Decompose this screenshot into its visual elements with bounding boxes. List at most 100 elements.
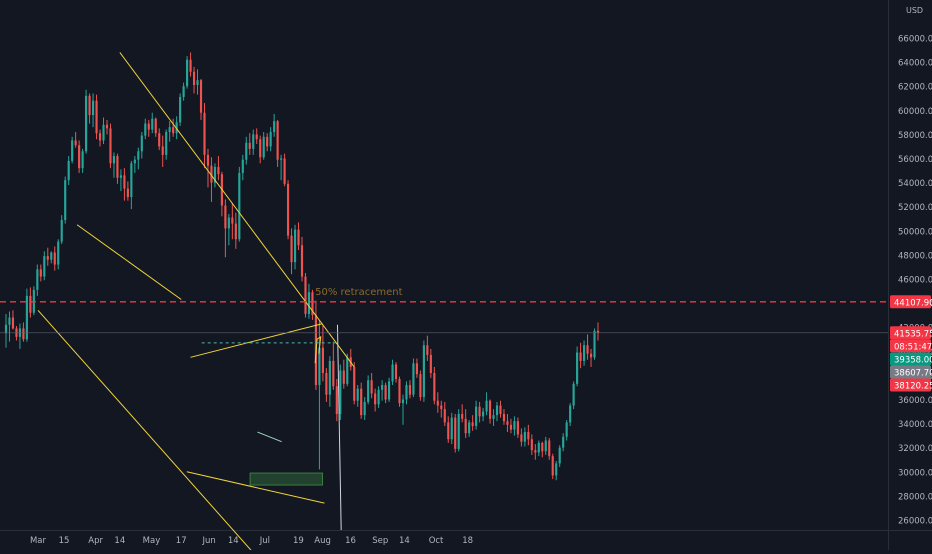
trend-lines[interactable] [37, 52, 355, 554]
demand-zone-box [249, 472, 323, 486]
candle [280, 154, 283, 181]
candle-body [297, 229, 300, 246]
candle [541, 441, 544, 458]
candle [175, 116, 178, 140]
candle-body [60, 219, 63, 242]
candle-body [259, 139, 262, 158]
candle-body [328, 360, 331, 395]
price-label[interactable]: 39358.00 [890, 352, 932, 366]
candle [95, 94, 98, 140]
price-label[interactable]: 41535.75 [890, 326, 932, 340]
price-label[interactable]: 08:51:47 [890, 339, 932, 353]
pattern-line[interactable] [314, 335, 322, 364]
candle [203, 103, 206, 169]
candle-body [530, 439, 533, 451]
candle [133, 156, 136, 173]
candle [39, 264, 42, 282]
candle [46, 247, 49, 266]
candle-body [506, 421, 509, 425]
candle-body [471, 422, 474, 427]
candle-body [280, 158, 283, 160]
trend-line[interactable] [119, 52, 355, 368]
candle [527, 424, 530, 446]
candle [11, 310, 15, 330]
candle [283, 153, 286, 187]
candle-body [248, 142, 251, 149]
candle [158, 128, 161, 151]
price-tick-label: 62000.00 [898, 83, 932, 93]
candle [513, 416, 516, 436]
candle-body [91, 100, 95, 116]
candle-body [523, 432, 526, 442]
candle-body [370, 380, 373, 394]
candle-body [85, 95, 88, 152]
candle [112, 152, 116, 178]
candle [147, 119, 150, 137]
candle [53, 246, 56, 271]
candle-body [318, 347, 321, 386]
candle [123, 168, 126, 201]
candle [342, 359, 345, 389]
candle-body [172, 127, 175, 134]
candle [374, 388, 377, 412]
candle [349, 348, 352, 371]
candle-body [335, 386, 338, 414]
time-tick-label: Sep [372, 536, 388, 546]
trend-line[interactable] [37, 309, 272, 554]
candle [307, 283, 311, 319]
time-tick-label: Jun [201, 536, 215, 546]
candle [78, 140, 81, 173]
candle [488, 399, 492, 424]
vertical-marker-line[interactable] [336, 324, 342, 531]
candle [290, 228, 293, 275]
candle-body [485, 400, 488, 412]
candle-body [391, 364, 394, 382]
candle [154, 117, 157, 137]
candle [259, 135, 262, 164]
candle [182, 82, 185, 101]
trend-line[interactable] [190, 323, 323, 358]
candle [168, 121, 171, 142]
candle-body [119, 175, 122, 178]
candle [293, 224, 297, 270]
candle [328, 356, 331, 407]
candle-body [67, 160, 70, 181]
time-axis[interactable]: Mar 15 Apr 14 May 17 Jun 14 Jul 19 Aug 16 Sep 14 Oct 18 [30, 536, 473, 546]
candle [71, 136, 74, 164]
trend-line[interactable] [76, 224, 182, 300]
candle [189, 52, 192, 77]
price-label[interactable]: 38607.70 [890, 365, 932, 379]
candle-body [203, 112, 206, 155]
candle [50, 251, 53, 264]
candle-body [266, 136, 269, 147]
candle [485, 392, 488, 416]
candle-body [492, 415, 495, 419]
candle-body [589, 353, 593, 358]
candle [440, 400, 443, 418]
trend-line[interactable] [186, 471, 325, 504]
candle [447, 416, 450, 443]
price-label[interactable]: 38120.25 [890, 378, 932, 392]
currency-label[interactable]: USD [906, 6, 923, 15]
candle-body [206, 154, 210, 166]
price-axis[interactable]: 66000.00 64000.00 62000.00 60000.00 58000.00… [890, 6, 932, 527]
candle-body [332, 360, 335, 387]
candle [172, 118, 175, 137]
candle [109, 123, 112, 169]
candle [367, 375, 370, 405]
candle-body [57, 241, 60, 265]
candle-body [186, 59, 189, 87]
price-label[interactable]: 44107.90 [890, 295, 932, 309]
candle [520, 428, 523, 447]
candle [64, 176, 67, 224]
candle [576, 346, 579, 387]
candle-body [537, 442, 540, 453]
candle [98, 129, 102, 147]
price-tick-label: 34000.00 [898, 420, 932, 430]
candle-body [558, 447, 561, 464]
candle-body [520, 434, 523, 442]
trend-line[interactable] [257, 431, 282, 443]
candle [596, 322, 600, 341]
